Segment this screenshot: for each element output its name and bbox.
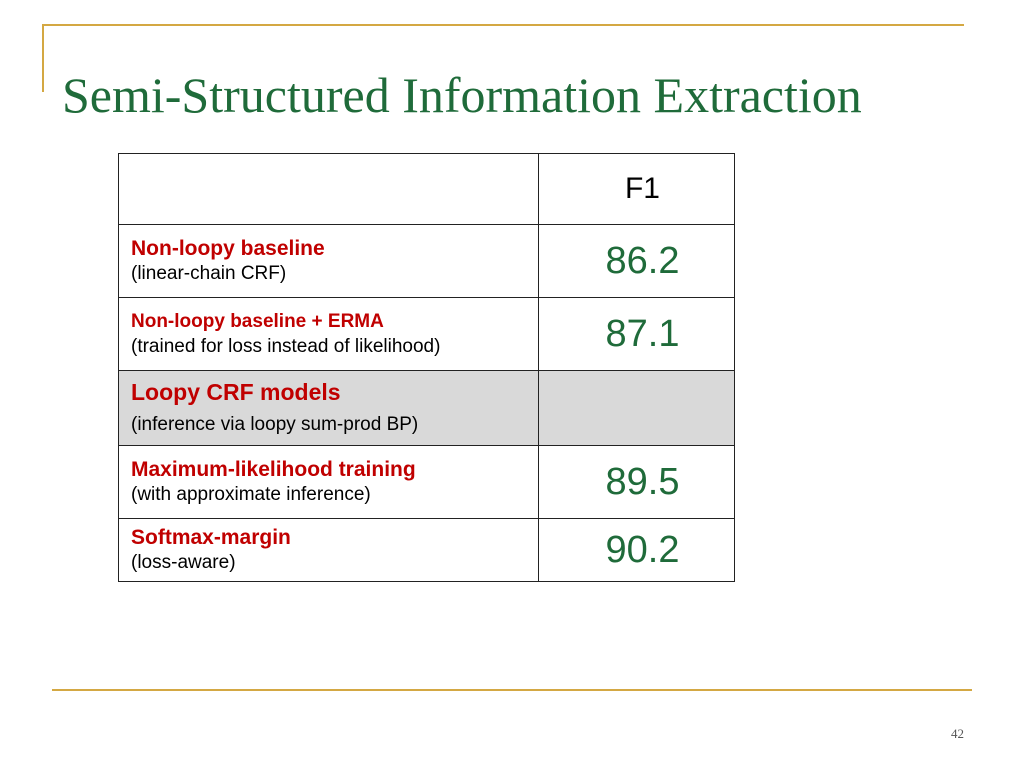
f1-score: 90.2 [605, 528, 680, 571]
section-empty-cell [538, 370, 735, 446]
row-score-cell: 86.2 [538, 224, 735, 298]
row-score-cell: 90.2 [538, 518, 735, 582]
footer-line [52, 689, 972, 691]
row-note: (loss-aware) [131, 552, 236, 573]
row-note: (linear-chain CRF) [131, 263, 287, 284]
row-label-cell: Non-loopy baseline (linear-chain CRF) [118, 224, 539, 298]
row-label-cell: Maximum-likelihood training (with approx… [118, 445, 539, 519]
f1-score: 87.1 [605, 312, 680, 355]
row-name: Maximum-likelihood training [131, 458, 416, 481]
section-name: Loopy CRF models [131, 379, 341, 405]
row-label-cell: Non-loopy baseline + ERMA (trained for l… [118, 297, 539, 371]
row-label-cell: Loopy CRF models (inference via loopy su… [118, 370, 539, 446]
row-score-cell: 89.5 [538, 445, 735, 519]
row-name: Non-loopy baseline + ERMA [131, 311, 384, 332]
header-empty-cell [118, 153, 539, 225]
header-f1-cell: F1 [538, 153, 735, 225]
row-label-cell: Softmax-margin (loss-aware) [118, 518, 539, 582]
table-row: Non-loopy baseline (linear-chain CRF) 86… [118, 224, 735, 298]
frame-top-line [42, 24, 964, 26]
f1-score: 86.2 [605, 239, 680, 282]
table-header-row: F1 [118, 153, 735, 225]
results-table: F1 Non-loopy baseline (linear-chain CRF)… [118, 153, 735, 582]
frame-left-line [42, 24, 44, 92]
table-row: Maximum-likelihood training (with approx… [118, 445, 735, 519]
section-header-row: Loopy CRF models (inference via loopy su… [118, 370, 735, 446]
row-name: Softmax-margin [131, 526, 291, 549]
table-row: Non-loopy baseline + ERMA (trained for l… [118, 297, 735, 371]
slide-title: Semi-Structured Information Extraction [62, 67, 862, 123]
row-score-cell: 87.1 [538, 297, 735, 371]
row-name: Non-loopy baseline [131, 237, 325, 260]
row-note: (trained for loss instead of likelihood) [131, 336, 441, 357]
page-number: 42 [951, 726, 964, 741]
row-note: (with approximate inference) [131, 484, 371, 505]
table-row: Softmax-margin (loss-aware) 90.2 [118, 518, 735, 582]
f1-score: 89.5 [605, 460, 680, 503]
section-note: (inference via loopy sum-prod BP) [131, 414, 419, 435]
